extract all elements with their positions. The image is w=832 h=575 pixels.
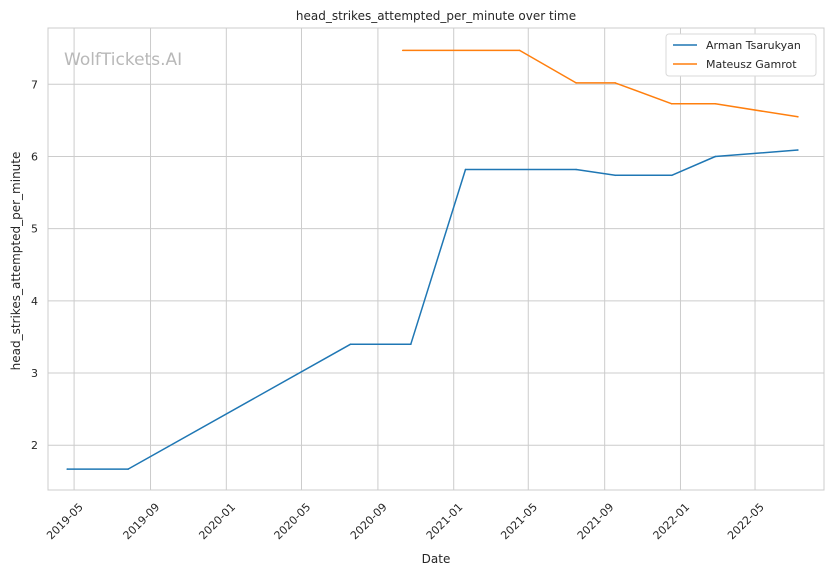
y-tick-label: 3 [31,367,38,380]
data-point-arman-tsarukyan [127,468,129,470]
data-point-mateusz-gamrot [670,102,673,105]
watermark: WolfTickets.AI [64,50,182,70]
data-point-arman-tsarukyan [66,468,69,470]
legend-box [665,33,817,77]
x-axis-label: Date [422,552,451,566]
data-point-arman-tsarukyan [714,155,717,158]
x-tick-label: 2020-09 [348,501,390,543]
x-tick-label: 2021-09 [575,501,617,543]
grid-lines [48,28,824,490]
x-tick-label: 2020-01 [196,501,238,543]
data-point-mateusz-gamrot [401,49,404,52]
x-tick-label: 2019-09 [121,501,163,543]
data-point-arman-tsarukyan [670,174,673,177]
data-point-mateusz-gamrot [575,82,577,84]
x-tick-label: 2022-05 [725,501,767,543]
y-tick-label: 4 [31,295,38,308]
data-point-arman-tsarukyan [797,149,799,151]
y-axis-label: head_strikes_attempted_per_minute [9,152,23,371]
y-tick-label: 7 [31,78,38,91]
plot-area [47,27,825,491]
x-tick-label: 2019-05 [44,501,86,543]
x-tick-label: 2022-01 [651,501,693,543]
data-point-arman-tsarukyan [575,168,577,171]
legend-label-arman-tsarukyan: Arman Tsarukyan [706,39,801,52]
data-point-mateusz-gamrot [797,115,799,118]
y-tick-label: 5 [31,223,38,236]
data-point-arman-tsarukyan [614,174,617,177]
y-tick-label: 2 [31,439,38,452]
data-point-mateusz-gamrot [714,102,717,105]
legend: Arman Tsarukyan Mateusz Gamrot [665,33,817,77]
data-point-arman-tsarukyan [464,168,467,171]
x-axis-ticks: 2019-05 2019-09 2020-01 2020-05 2020-09 2021-… [44,501,767,543]
x-tick-label: 2020-05 [272,501,314,543]
chart-title: head_strikes_attempted_per_minute over t… [296,9,576,23]
y-tick-label: 6 [31,150,38,163]
data-point-mateusz-gamrot [518,49,521,52]
legend-label-mateusz-gamrot: Mateusz Gamrot [706,58,797,71]
data-point-arman-tsarukyan [349,343,352,345]
data-point-mateusz-gamrot [614,82,617,84]
data-point-arman-tsarukyan [410,343,412,345]
series-line-arman-tsarukyan [67,149,798,470]
series-lines [66,49,799,470]
x-tick-label: 2021-01 [424,501,466,543]
y-axis-ticks: 2 3 4 5 6 7 [31,78,38,452]
x-tick-label: 2021-05 [498,501,540,543]
